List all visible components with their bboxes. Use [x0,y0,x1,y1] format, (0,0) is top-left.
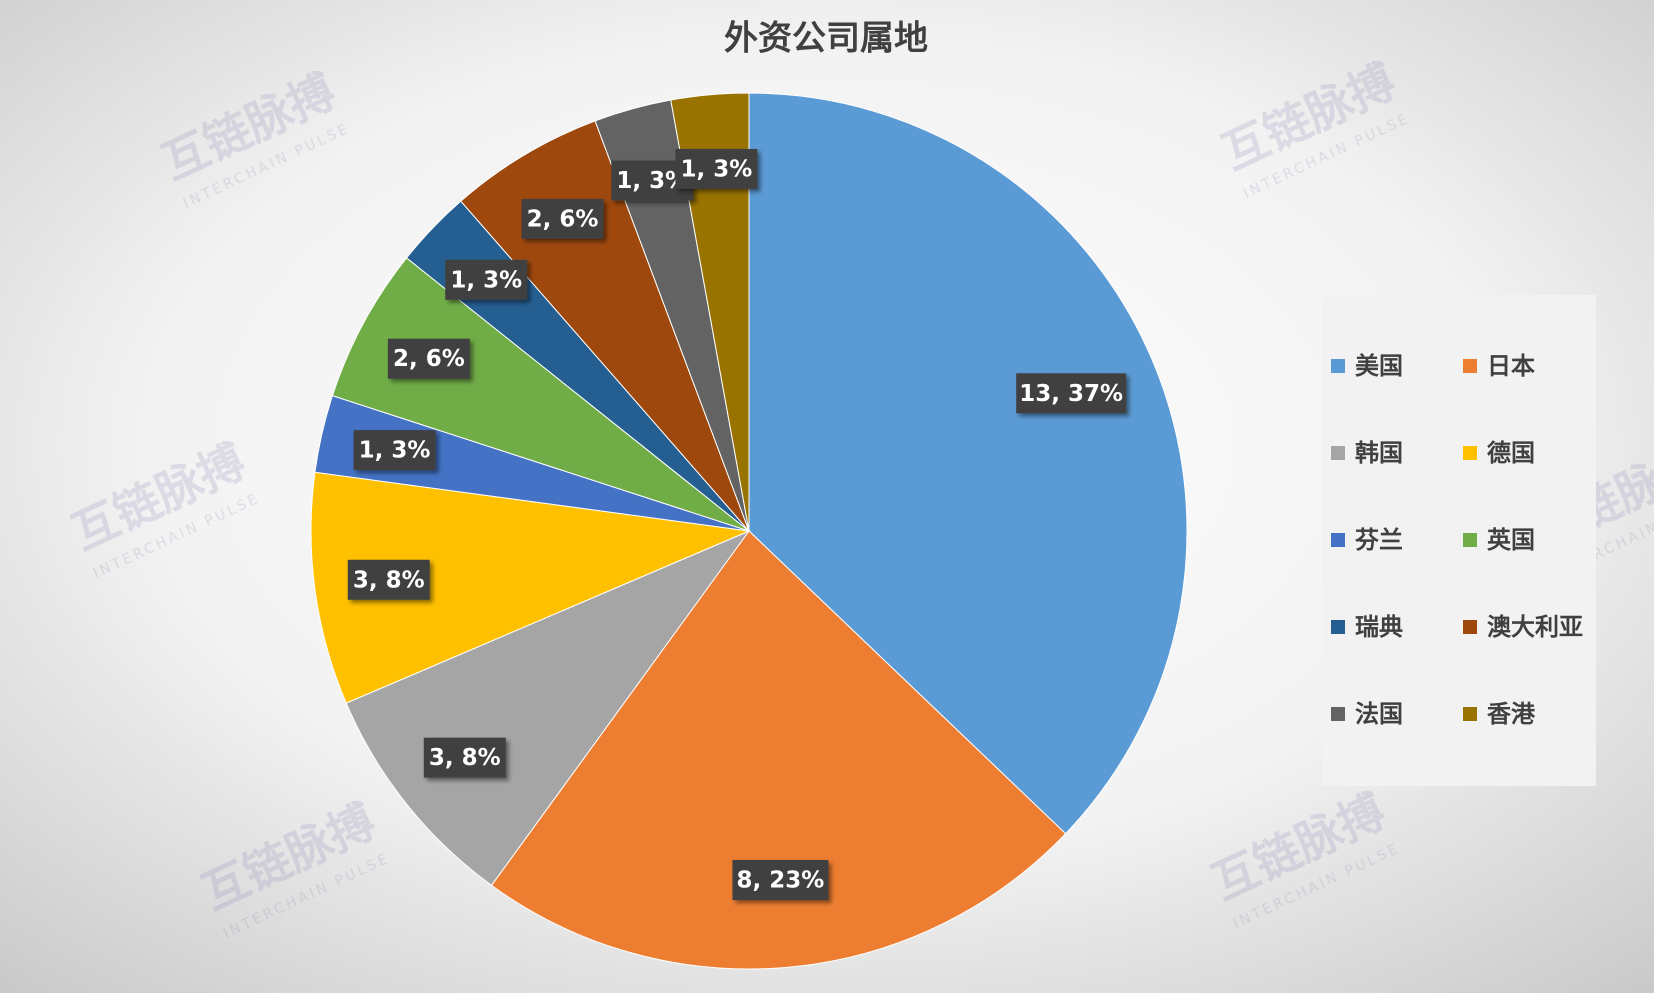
legend-swatch [1331,359,1345,373]
data-label-box [387,338,470,379]
data-label: 3, 8% [429,745,501,771]
legend-label: 韩国 [1355,439,1403,467]
legend-swatch [1463,620,1477,634]
pie-slice [490,530,1067,970]
data-label-box [445,259,528,300]
data-label: 3, 8% [353,567,425,593]
legend-box [1322,295,1596,786]
data-label-box [675,148,758,189]
legend-swatch [1331,533,1345,547]
data-label: 8, 23% [737,867,825,893]
data-label: 13, 37% [1019,381,1123,407]
data-label: 1, 3% [359,438,431,464]
chart-title: 外资公司属地 [724,19,928,59]
legend-swatch [1331,446,1345,460]
legend-label: 瑞典 [1355,613,1403,641]
legend-label: 法国 [1355,700,1403,728]
legend-label: 芬兰 [1355,526,1403,554]
data-label: 1, 3% [450,267,522,293]
data-label: 2, 6% [393,346,465,372]
data-label-box [353,430,436,471]
pie-slice [670,92,750,532]
data-label-box [732,859,829,900]
data-label-box [423,737,506,778]
legend-label: 美国 [1355,352,1403,380]
legend-label: 澳大利亚 [1487,613,1583,641]
pie-slice [331,257,750,532]
legend-label: 香港 [1487,700,1536,728]
data-label: 1, 3% [681,156,753,182]
legend-swatch [1463,707,1477,721]
legend-label: 英国 [1487,526,1535,554]
pie-slice [748,92,1188,835]
legend-swatch [1331,707,1345,721]
data-label-box [1016,373,1127,414]
legend-swatch [1463,533,1477,547]
legend-label: 日本 [1487,352,1535,380]
legend-label: 德国 [1487,439,1535,467]
legend-swatch [1463,359,1477,373]
data-label-box [347,559,430,600]
data-label-box [521,198,604,239]
pie-slice [310,471,751,704]
data-label: 2, 6% [527,206,599,232]
pie-slice [345,529,751,887]
legend-swatch [1463,446,1477,460]
legend-swatch [1331,620,1345,634]
